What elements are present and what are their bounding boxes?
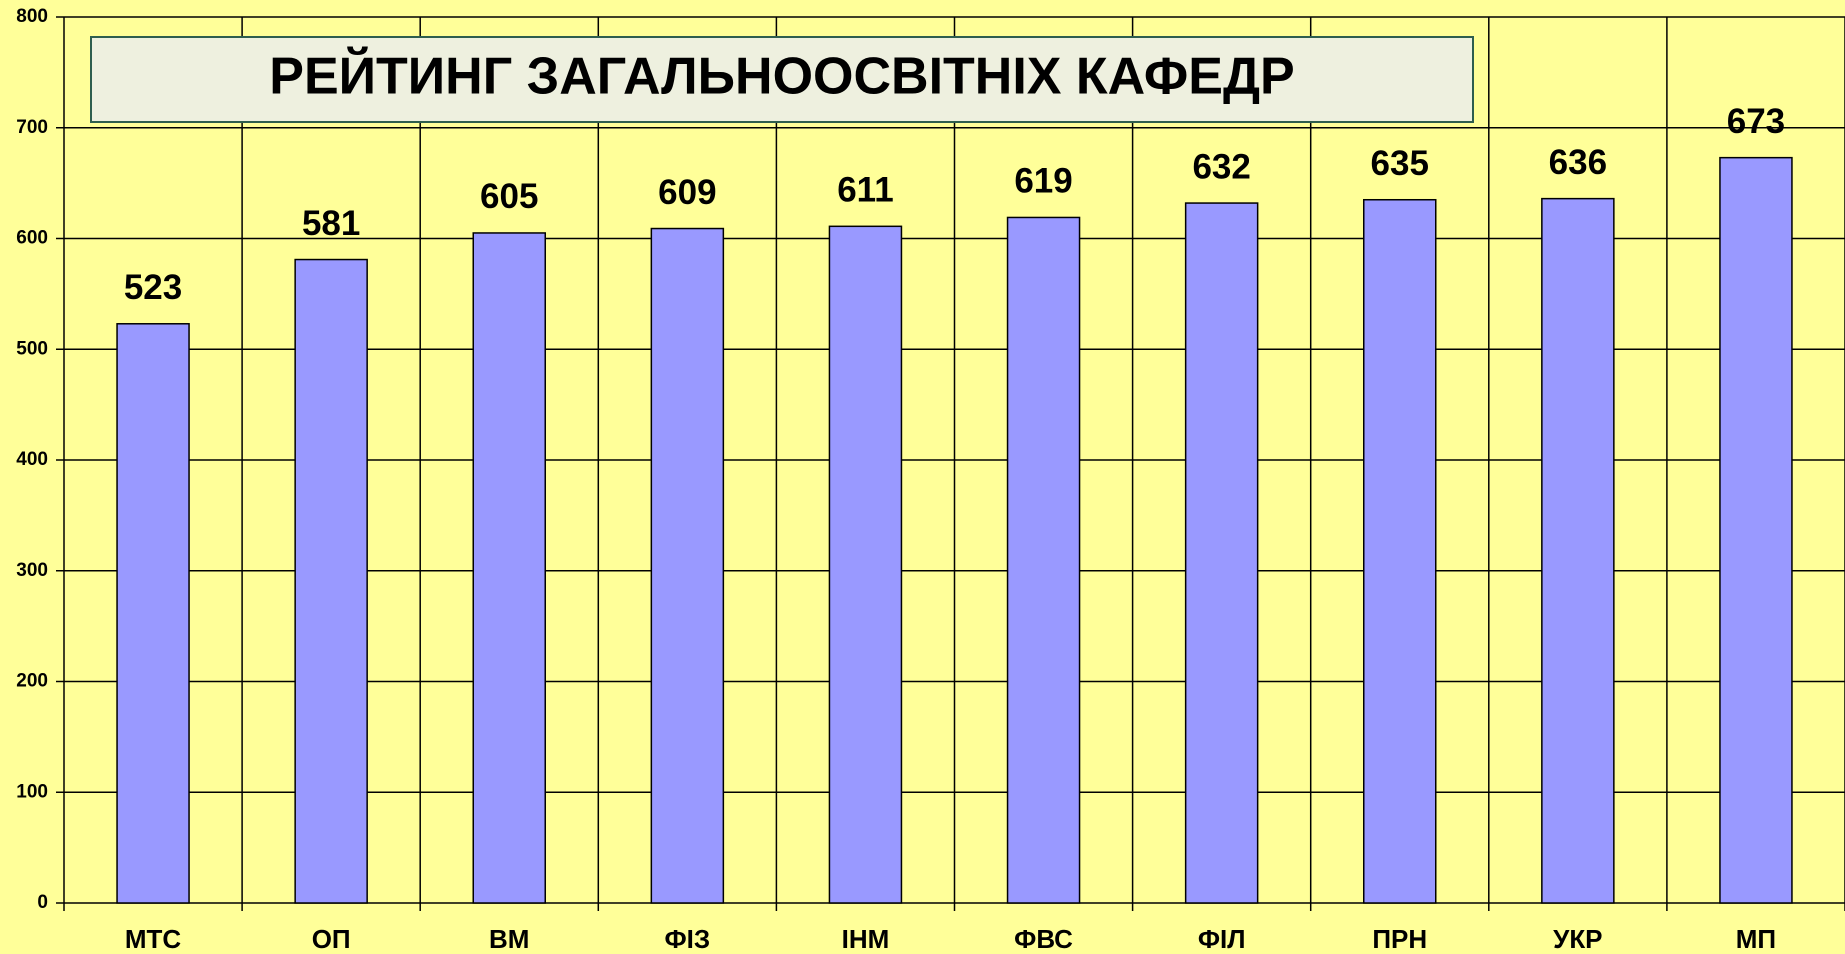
data-label: 609 xyxy=(658,173,716,212)
bar xyxy=(1541,197,1615,904)
y-tick-label: 300 xyxy=(16,560,48,581)
title-box xyxy=(90,36,1474,123)
x-tick-label: ФВС xyxy=(1014,924,1073,954)
bar xyxy=(1363,198,1437,904)
y-tick-label: 100 xyxy=(16,781,48,802)
data-label: 523 xyxy=(124,268,182,307)
x-tick-label: УКР xyxy=(1553,924,1602,954)
x-tick-label: ПРН xyxy=(1372,924,1427,954)
data-label: 611 xyxy=(837,171,893,210)
data-label: 635 xyxy=(1371,144,1429,183)
bar xyxy=(294,258,368,904)
y-tick-label: 700 xyxy=(16,117,48,138)
x-tick-label: МП xyxy=(1736,924,1776,954)
data-label: 605 xyxy=(480,177,538,216)
x-tick-label: ІНМ xyxy=(842,924,890,954)
bar xyxy=(472,232,546,904)
bar xyxy=(828,225,903,904)
x-tick-label: ФІЛ xyxy=(1198,924,1246,954)
chart-title: РЕЙТИНГ ЗАГАЛЬНООСВІТНІХ КАФЕДР xyxy=(269,47,1294,106)
data-label: 581 xyxy=(302,204,360,243)
bar xyxy=(1719,156,1793,904)
bar xyxy=(116,323,190,904)
bar xyxy=(1184,202,1259,904)
y-tick-label: 0 xyxy=(37,892,48,913)
y-tick-label: 200 xyxy=(16,671,48,692)
data-label: 632 xyxy=(1192,147,1250,186)
data-label: 636 xyxy=(1549,143,1607,182)
y-tick-label: 400 xyxy=(16,449,48,470)
y-tick-label: 500 xyxy=(16,338,48,359)
bar xyxy=(650,227,725,904)
x-tick-label: ОП xyxy=(312,924,351,954)
data-label: 673 xyxy=(1727,102,1785,141)
plot-area: 0 100 200 300 400 500 600 700 800 МТС 523 ОП 581 ВМ 60… xyxy=(16,6,1845,954)
bar xyxy=(1006,216,1081,904)
y-tick-label: 600 xyxy=(16,228,48,249)
x-tick-label: ФІЗ xyxy=(664,924,710,954)
y-tick-label: 800 xyxy=(16,6,48,27)
x-tick-label: ВМ xyxy=(489,924,529,954)
data-label: 619 xyxy=(1014,162,1072,201)
x-tick-label: МТС xyxy=(125,924,182,954)
